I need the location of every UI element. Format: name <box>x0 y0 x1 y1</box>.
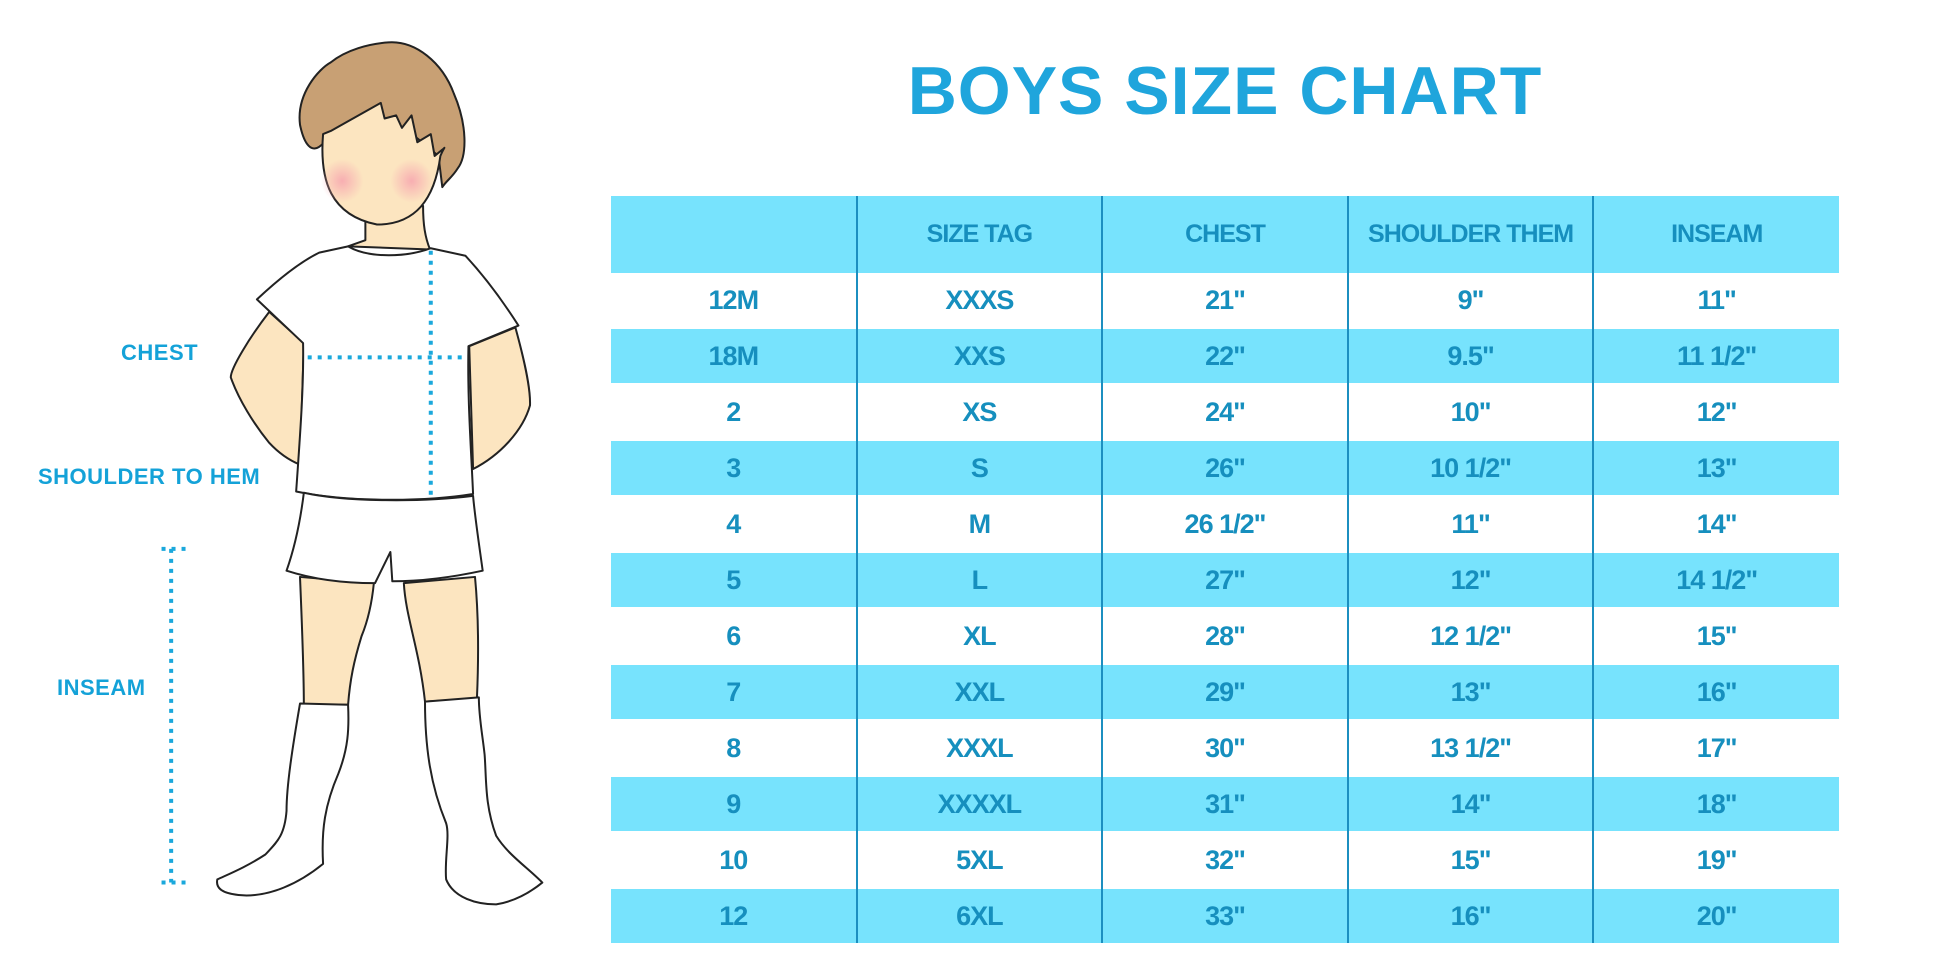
cell-shoulder: 11" <box>1346 495 1594 552</box>
cell-size-tag: M <box>855 495 1103 552</box>
cell-shoulder: 13" <box>1346 663 1594 720</box>
page-title: BOYS SIZE CHART <box>907 53 1543 129</box>
table-row: 9 XXXXL 31" 14" 18" <box>611 775 1839 832</box>
header-inseam: INSEAM <box>1592 196 1839 273</box>
cell-size-tag: 6XL <box>855 887 1103 943</box>
shoulder-to-hem-label: SHOULDER TO HEM <box>38 464 261 489</box>
cell-chest: 21" <box>1101 273 1348 328</box>
cell-size-tag: 5XL <box>855 831 1103 888</box>
cell-inseam: 11" <box>1592 273 1839 328</box>
left-sock <box>217 704 348 896</box>
cell-shoulder: 16" <box>1346 887 1594 943</box>
cell-shoulder: 12" <box>1346 551 1594 608</box>
cell-size: 8 <box>611 719 857 776</box>
cell-shoulder: 9" <box>1346 273 1594 328</box>
table-row: 18M XXS 22" 9.5" 11 1/2" <box>611 327 1839 384</box>
cell-inseam: 12" <box>1592 383 1839 440</box>
cell-shoulder: 10 1/2" <box>1346 439 1594 496</box>
cell-size: 2 <box>611 383 857 440</box>
table-row: 4 M 26 1/2" 11" 14" <box>611 495 1839 552</box>
shorts <box>287 493 483 583</box>
cell-size-tag: XXXS <box>855 273 1103 328</box>
cell-size: 6 <box>611 607 857 664</box>
cell-inseam: 11 1/2" <box>1592 327 1839 384</box>
cell-size: 12M <box>611 273 857 328</box>
cell-size-tag: XL <box>855 607 1103 664</box>
left-leg <box>300 577 374 705</box>
cell-size-tag: XXS <box>855 327 1103 384</box>
table-row: 10 5XL 32" 15" 19" <box>611 831 1839 888</box>
cell-size-tag: S <box>855 439 1103 496</box>
cell-shoulder: 9.5" <box>1346 327 1594 384</box>
cell-inseam: 13" <box>1592 439 1839 496</box>
cell-size: 3 <box>611 439 857 496</box>
cell-size-tag: XXXXL <box>855 775 1103 832</box>
header-chest: CHEST <box>1101 196 1348 273</box>
table-header-row: SIZE TAG CHEST SHOULDER THEM INSEAM <box>611 196 1839 273</box>
header-shoulder: SHOULDER THEM <box>1346 196 1594 273</box>
cell-inseam: 16" <box>1592 663 1839 720</box>
cell-size-tag: L <box>855 551 1103 608</box>
cell-chest: 32" <box>1101 831 1348 888</box>
right-arm <box>469 327 530 469</box>
cell-chest: 29" <box>1101 663 1348 720</box>
table-row: 5 L 27" 12" 14 1/2" <box>611 551 1839 608</box>
cell-size-tag: XXXL <box>855 719 1103 776</box>
cell-chest: 30" <box>1101 719 1348 776</box>
cell-chest: 31" <box>1101 775 1348 832</box>
cell-size-tag: XS <box>855 383 1103 440</box>
cell-chest: 26" <box>1101 439 1348 496</box>
table-row: 2 XS 24" 10" 12" <box>611 383 1839 440</box>
cell-chest: 27" <box>1101 551 1348 608</box>
cell-chest: 33" <box>1101 887 1348 943</box>
cell-inseam: 20" <box>1592 887 1839 943</box>
cell-inseam: 15" <box>1592 607 1839 664</box>
cell-inseam: 14" <box>1592 495 1839 552</box>
cell-chest: 26 1/2" <box>1101 495 1348 552</box>
cell-size: 18M <box>611 327 857 384</box>
cell-size: 4 <box>611 495 857 552</box>
header-size <box>611 196 857 273</box>
boy-figure-illustration <box>0 0 600 973</box>
cell-size: 9 <box>611 775 857 832</box>
size-chart-table: SIZE TAG CHEST SHOULDER THEM INSEAM 12M XXXS… <box>611 196 1839 943</box>
right-sock <box>425 697 542 904</box>
table-row: 8 XXXL 30" 13 1/2" 17" <box>611 719 1839 776</box>
cell-shoulder: 10" <box>1346 383 1594 440</box>
left-arm <box>231 312 304 465</box>
cell-chest: 28" <box>1101 607 1348 664</box>
cell-size-tag: XXL <box>855 663 1103 720</box>
cell-inseam: 18" <box>1592 775 1839 832</box>
cell-inseam: 14 1/2" <box>1592 551 1839 608</box>
cell-inseam: 19" <box>1592 831 1839 888</box>
table-row: 7 XXL 29" 13" 16" <box>611 663 1839 720</box>
table-row: 3 S 26" 10 1/2" 13" <box>611 439 1839 496</box>
chest-label: CHEST <box>121 340 199 365</box>
cell-shoulder: 12 1/2" <box>1346 607 1594 664</box>
cell-chest: 22" <box>1101 327 1348 384</box>
cell-chest: 24" <box>1101 383 1348 440</box>
cell-shoulder: 15" <box>1346 831 1594 888</box>
cell-size: 10 <box>611 831 857 888</box>
cell-shoulder: 14" <box>1346 775 1594 832</box>
right-leg <box>404 577 478 702</box>
cell-size: 12 <box>611 887 857 943</box>
cell-size: 5 <box>611 551 857 608</box>
table-row: 12M XXXS 21" 9" 11" <box>611 273 1839 328</box>
cell-shoulder: 13 1/2" <box>1346 719 1594 776</box>
cell-inseam: 17" <box>1592 719 1839 776</box>
header-size-tag: SIZE TAG <box>855 196 1103 273</box>
cell-size: 7 <box>611 663 857 720</box>
table-row: 12 6XL 33" 16" 20" <box>611 887 1839 943</box>
table-row: 6 XL 28" 12 1/2" 15" <box>611 607 1839 664</box>
shirt <box>257 246 519 499</box>
inseam-label: INSEAM <box>57 675 146 700</box>
